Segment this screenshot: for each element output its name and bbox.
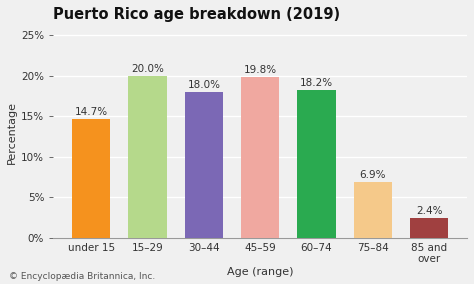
Y-axis label: Percentage: Percentage (7, 101, 17, 164)
Text: 19.8%: 19.8% (244, 65, 277, 76)
Text: 18.0%: 18.0% (187, 80, 220, 90)
Text: 14.7%: 14.7% (75, 107, 108, 117)
Bar (72, 119, 110, 238)
X-axis label: Age (range): Age (range) (227, 267, 293, 277)
Text: © Encyclopædia Britannica, Inc.: © Encyclopædia Britannica, Inc. (9, 272, 156, 281)
Text: 2.4%: 2.4% (416, 206, 442, 216)
Bar (128, 76, 167, 238)
Bar (297, 90, 336, 238)
Text: 6.9%: 6.9% (360, 170, 386, 180)
Text: Puerto Rico age breakdown (2019): Puerto Rico age breakdown (2019) (53, 7, 340, 22)
Text: 18.2%: 18.2% (300, 78, 333, 88)
Bar (410, 218, 448, 238)
Bar (354, 182, 392, 238)
Text: 20.0%: 20.0% (131, 64, 164, 74)
Bar (185, 92, 223, 238)
Bar (241, 78, 279, 238)
